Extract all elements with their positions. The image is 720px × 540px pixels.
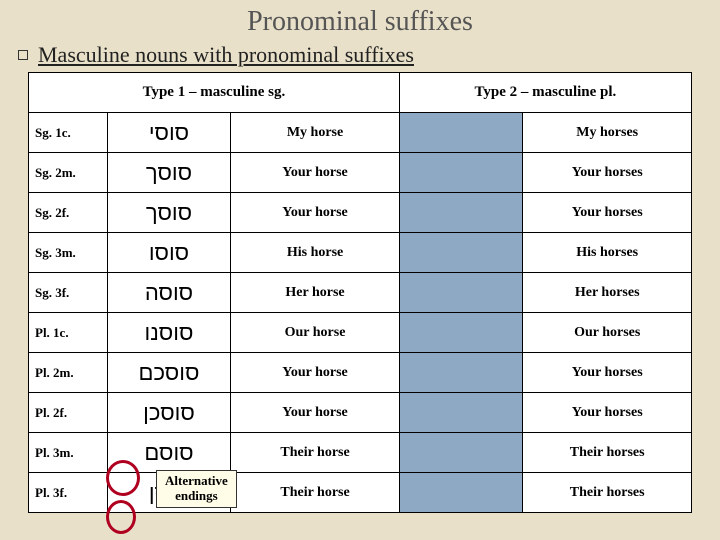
hebrew-cell: סוסכן xyxy=(107,393,231,433)
callout-line1: Alternative xyxy=(165,473,228,488)
page-title: Pronominal suffixes xyxy=(0,0,720,42)
row-label: Sg. 3f. xyxy=(29,273,108,313)
hidden-hebrew-cell xyxy=(399,433,523,473)
suffix-table: Type 1 – masculine sg. Type 2 – masculin… xyxy=(28,72,692,513)
hebrew-cell: סוסך xyxy=(107,153,231,193)
table-row: Pl. 2m.סוסכםYour horse Your horses xyxy=(29,353,692,393)
hidden-hebrew-cell xyxy=(399,153,523,193)
hidden-hebrew-cell xyxy=(399,273,523,313)
row-label: Pl. 3f. xyxy=(29,473,108,513)
callout-box: Alternative endings xyxy=(156,470,237,508)
header-type2: Type 2 – masculine pl. xyxy=(399,73,691,113)
hebrew-cell: סוסם xyxy=(107,433,231,473)
gloss1-cell: Your horse xyxy=(231,393,400,433)
hidden-hebrew-cell xyxy=(399,473,523,513)
hebrew-cell: סוסו xyxy=(107,233,231,273)
header-type1: Type 1 – masculine sg. xyxy=(29,73,400,113)
gloss1-cell: My horse xyxy=(231,113,400,153)
table-row: Pl. 3f.סוסןTheir horseTheir horses xyxy=(29,473,692,513)
bullet-icon xyxy=(18,50,28,60)
table-row: Sg. 1c.סוסיMy horse My horses xyxy=(29,113,692,153)
table-row: Sg. 3f.סוסהHer horse Her horses xyxy=(29,273,692,313)
hidden-hebrew-cell xyxy=(399,353,523,393)
gloss2-cell: Her horses xyxy=(523,273,692,313)
hebrew-cell: סוסנו xyxy=(107,313,231,353)
row-label: Sg. 1c. xyxy=(29,113,108,153)
row-label: Pl. 2f. xyxy=(29,393,108,433)
gloss2-cell: Their horses xyxy=(523,473,692,513)
table-row: Sg. 3m.סוסוHis horse His horses xyxy=(29,233,692,273)
hidden-hebrew-cell xyxy=(399,393,523,433)
gloss1-cell: Your horse xyxy=(231,193,400,233)
hidden-hebrew-cell xyxy=(399,233,523,273)
gloss1-cell: Your horse xyxy=(231,353,400,393)
gloss1-cell: Their horse xyxy=(231,473,400,513)
hidden-hebrew-cell xyxy=(399,113,523,153)
gloss1-cell: Our horse xyxy=(231,313,400,353)
gloss2-cell: Your horses xyxy=(523,193,692,233)
hebrew-cell: סוסכם xyxy=(107,353,231,393)
table-container: Type 1 – masculine sg. Type 2 – masculin… xyxy=(0,72,720,513)
table-row: Pl. 3m.סוסםTheir horse Their horses xyxy=(29,433,692,473)
gloss2-cell: Their horses xyxy=(523,433,692,473)
hebrew-cell: סוסה xyxy=(107,273,231,313)
table-row: Pl. 1c.סוסנוOur horse Our horses xyxy=(29,313,692,353)
table-row: Pl. 2f.סוסכןYour horse Your horses xyxy=(29,393,692,433)
row-label: Pl. 2m. xyxy=(29,353,108,393)
row-label: Sg. 3m. xyxy=(29,233,108,273)
gloss1-cell: Your horse xyxy=(231,153,400,193)
hidden-hebrew-cell xyxy=(399,313,523,353)
row-label: Sg. 2m. xyxy=(29,153,108,193)
row-label: Pl. 3m. xyxy=(29,433,108,473)
gloss1-cell: Their horse xyxy=(231,433,400,473)
hidden-hebrew-cell xyxy=(399,193,523,233)
table-row: Sg. 2m.סוסךYour horse Your horses xyxy=(29,153,692,193)
gloss2-cell: My horses xyxy=(523,113,692,153)
gloss2-cell: Our horses xyxy=(523,313,692,353)
table-row: Sg. 2f.סוסךYour horse Your horses xyxy=(29,193,692,233)
table-header-row: Type 1 – masculine sg. Type 2 – masculin… xyxy=(29,73,692,113)
gloss2-cell: Your horses xyxy=(523,353,692,393)
gloss2-cell: Your horses xyxy=(523,393,692,433)
gloss2-cell: His horses xyxy=(523,233,692,273)
subtitle-row: Masculine nouns with pronominal suffixes xyxy=(0,42,720,68)
gloss1-cell: His horse xyxy=(231,233,400,273)
callout-line2: endings xyxy=(175,488,218,503)
gloss1-cell: Her horse xyxy=(231,273,400,313)
row-label: Pl. 1c. xyxy=(29,313,108,353)
row-label: Sg. 2f. xyxy=(29,193,108,233)
subtitle: Masculine nouns with pronominal suffixes xyxy=(38,42,414,68)
hebrew-cell: סוסי xyxy=(107,113,231,153)
hebrew-cell: סוסך xyxy=(107,193,231,233)
gloss2-cell: Your horses xyxy=(523,153,692,193)
